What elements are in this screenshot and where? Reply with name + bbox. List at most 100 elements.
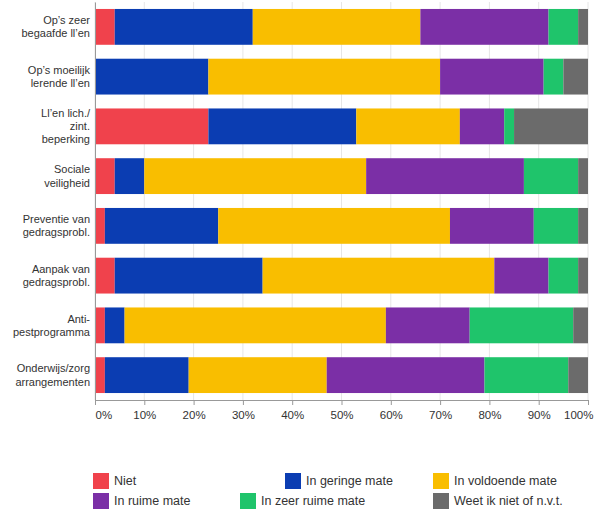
legend-item: In zeer ruime mate [240, 493, 365, 509]
x-tick-mark [539, 400, 540, 405]
bar-segment [208, 59, 440, 95]
x-tick: 100% [564, 400, 593, 421]
legend-label: In geringe mate [306, 474, 393, 488]
series-2 [125, 9, 495, 393]
x-tick-label: 60% [380, 409, 403, 421]
bar-segment [95, 357, 105, 393]
category-label: Onderwijs/zorgarrangementen [15, 362, 90, 387]
legend-item: Weet ik niet of n.v.t. [433, 493, 563, 509]
x-tick-label: 40% [281, 409, 304, 421]
bar-segment [366, 158, 524, 194]
legend-label: In voldoende mate [454, 474, 557, 488]
x-tick: 70% [429, 400, 452, 421]
y-tick: Op’s moeilijklerende ll’en [28, 64, 95, 89]
bar-segment [95, 208, 105, 244]
category-label: Op’s zeerbegaafde ll’en [21, 14, 90, 39]
legend-item: In voldoende mate [433, 473, 557, 489]
category-label: Anti-pestprogramma [13, 313, 91, 338]
x-tick: 20% [183, 400, 206, 421]
x-tick-mark [588, 400, 589, 405]
x-tick: 10% [133, 400, 156, 421]
bar-segment [573, 307, 588, 343]
x-tick-label: 20% [183, 409, 206, 421]
bar-segment [95, 158, 115, 194]
bar-segment [568, 357, 588, 393]
bar-segment [125, 307, 386, 343]
x-tick-mark [194, 400, 195, 405]
bar-segment [549, 258, 579, 294]
bar-segment [460, 108, 504, 144]
category-label: Socialeveiligheid [44, 163, 90, 188]
bar-segment [563, 59, 588, 95]
chart: 0% 10% 20% 30% 40% 50% 60% 70% 80% 90% 100% Op’s ze… [0, 0, 594, 520]
bar-segment [578, 9, 588, 45]
bar-segment [327, 357, 485, 393]
legend-label: Niet [114, 474, 137, 488]
y-tick: Aanpak vangedragsprobl. [23, 263, 95, 288]
bar-segment [470, 307, 574, 343]
bar-segment [524, 158, 578, 194]
x-tick-mark [391, 400, 392, 405]
x-tick-label: 80% [478, 409, 501, 421]
bar-segment [484, 357, 568, 393]
bar-segment [420, 9, 548, 45]
x-tick-label: 10% [133, 409, 156, 421]
bar-segment [549, 9, 579, 45]
bar-segment [263, 258, 495, 294]
bar-segment [95, 59, 208, 95]
legend-item: In ruime mate [93, 493, 190, 509]
bar-segment [578, 208, 588, 244]
bar-segment [115, 258, 263, 294]
bar-segment [144, 158, 366, 194]
legend: Niet In geringe mate In voldoende mate In r… [93, 473, 563, 509]
bar-segment [494, 258, 548, 294]
y-tick: Ll’en lich./zint.beperking [41, 107, 95, 145]
bar-segment [356, 108, 460, 144]
y-axis-line [95, 3, 96, 401]
bar-segment [95, 258, 115, 294]
x-tick-label: 90% [528, 409, 551, 421]
x-tick-mark [95, 400, 96, 405]
x-tick-label: 100% [564, 409, 593, 421]
bar-segment [578, 158, 588, 194]
x-tick: 40% [281, 400, 304, 421]
x-tick-mark [489, 400, 490, 405]
bar-segment [115, 158, 145, 194]
y-tick: Anti-pestprogramma [13, 313, 95, 338]
bars [95, 9, 588, 393]
x-tick-mark [292, 400, 293, 405]
bar-segment [253, 9, 421, 45]
y-axis: Op’s zeerbegaafde ll’en Op’s moeilijklere… [13, 3, 96, 401]
bar-segment [440, 59, 544, 95]
legend-swatch [93, 493, 109, 509]
bar-segment [578, 258, 588, 294]
legend-item: Niet [93, 473, 137, 489]
legend-label: Weet ik niet of n.v.t. [454, 494, 563, 508]
bar-segment [95, 108, 208, 144]
bar-segment [534, 208, 578, 244]
legend-swatch [285, 473, 301, 489]
x-tick: 50% [330, 400, 353, 421]
bar-segment [95, 307, 105, 343]
legend-label: In zeer ruime mate [261, 494, 365, 508]
x-tick: 30% [232, 400, 255, 421]
bar-segment [95, 9, 115, 45]
category-label: Preventie vangedragsprobl. [23, 213, 90, 238]
x-tick-mark [144, 400, 145, 405]
x-tick: 60% [380, 400, 403, 421]
bar-segment [105, 307, 125, 343]
bar-segment [386, 307, 470, 343]
x-tick-label: 50% [330, 409, 353, 421]
bar-segment [189, 357, 327, 393]
bar-segment [504, 108, 514, 144]
grid-line [95, 2, 96, 400]
x-tick-label: 30% [232, 409, 255, 421]
legend-swatch [93, 473, 109, 489]
x-tick: 0% [96, 400, 113, 421]
legend-swatch [433, 493, 449, 509]
bar-segment [218, 208, 450, 244]
x-tick-label: 0% [96, 409, 113, 421]
x-tick: 90% [528, 400, 551, 421]
x-tick-mark [342, 400, 343, 405]
x-tick-mark [440, 400, 441, 405]
